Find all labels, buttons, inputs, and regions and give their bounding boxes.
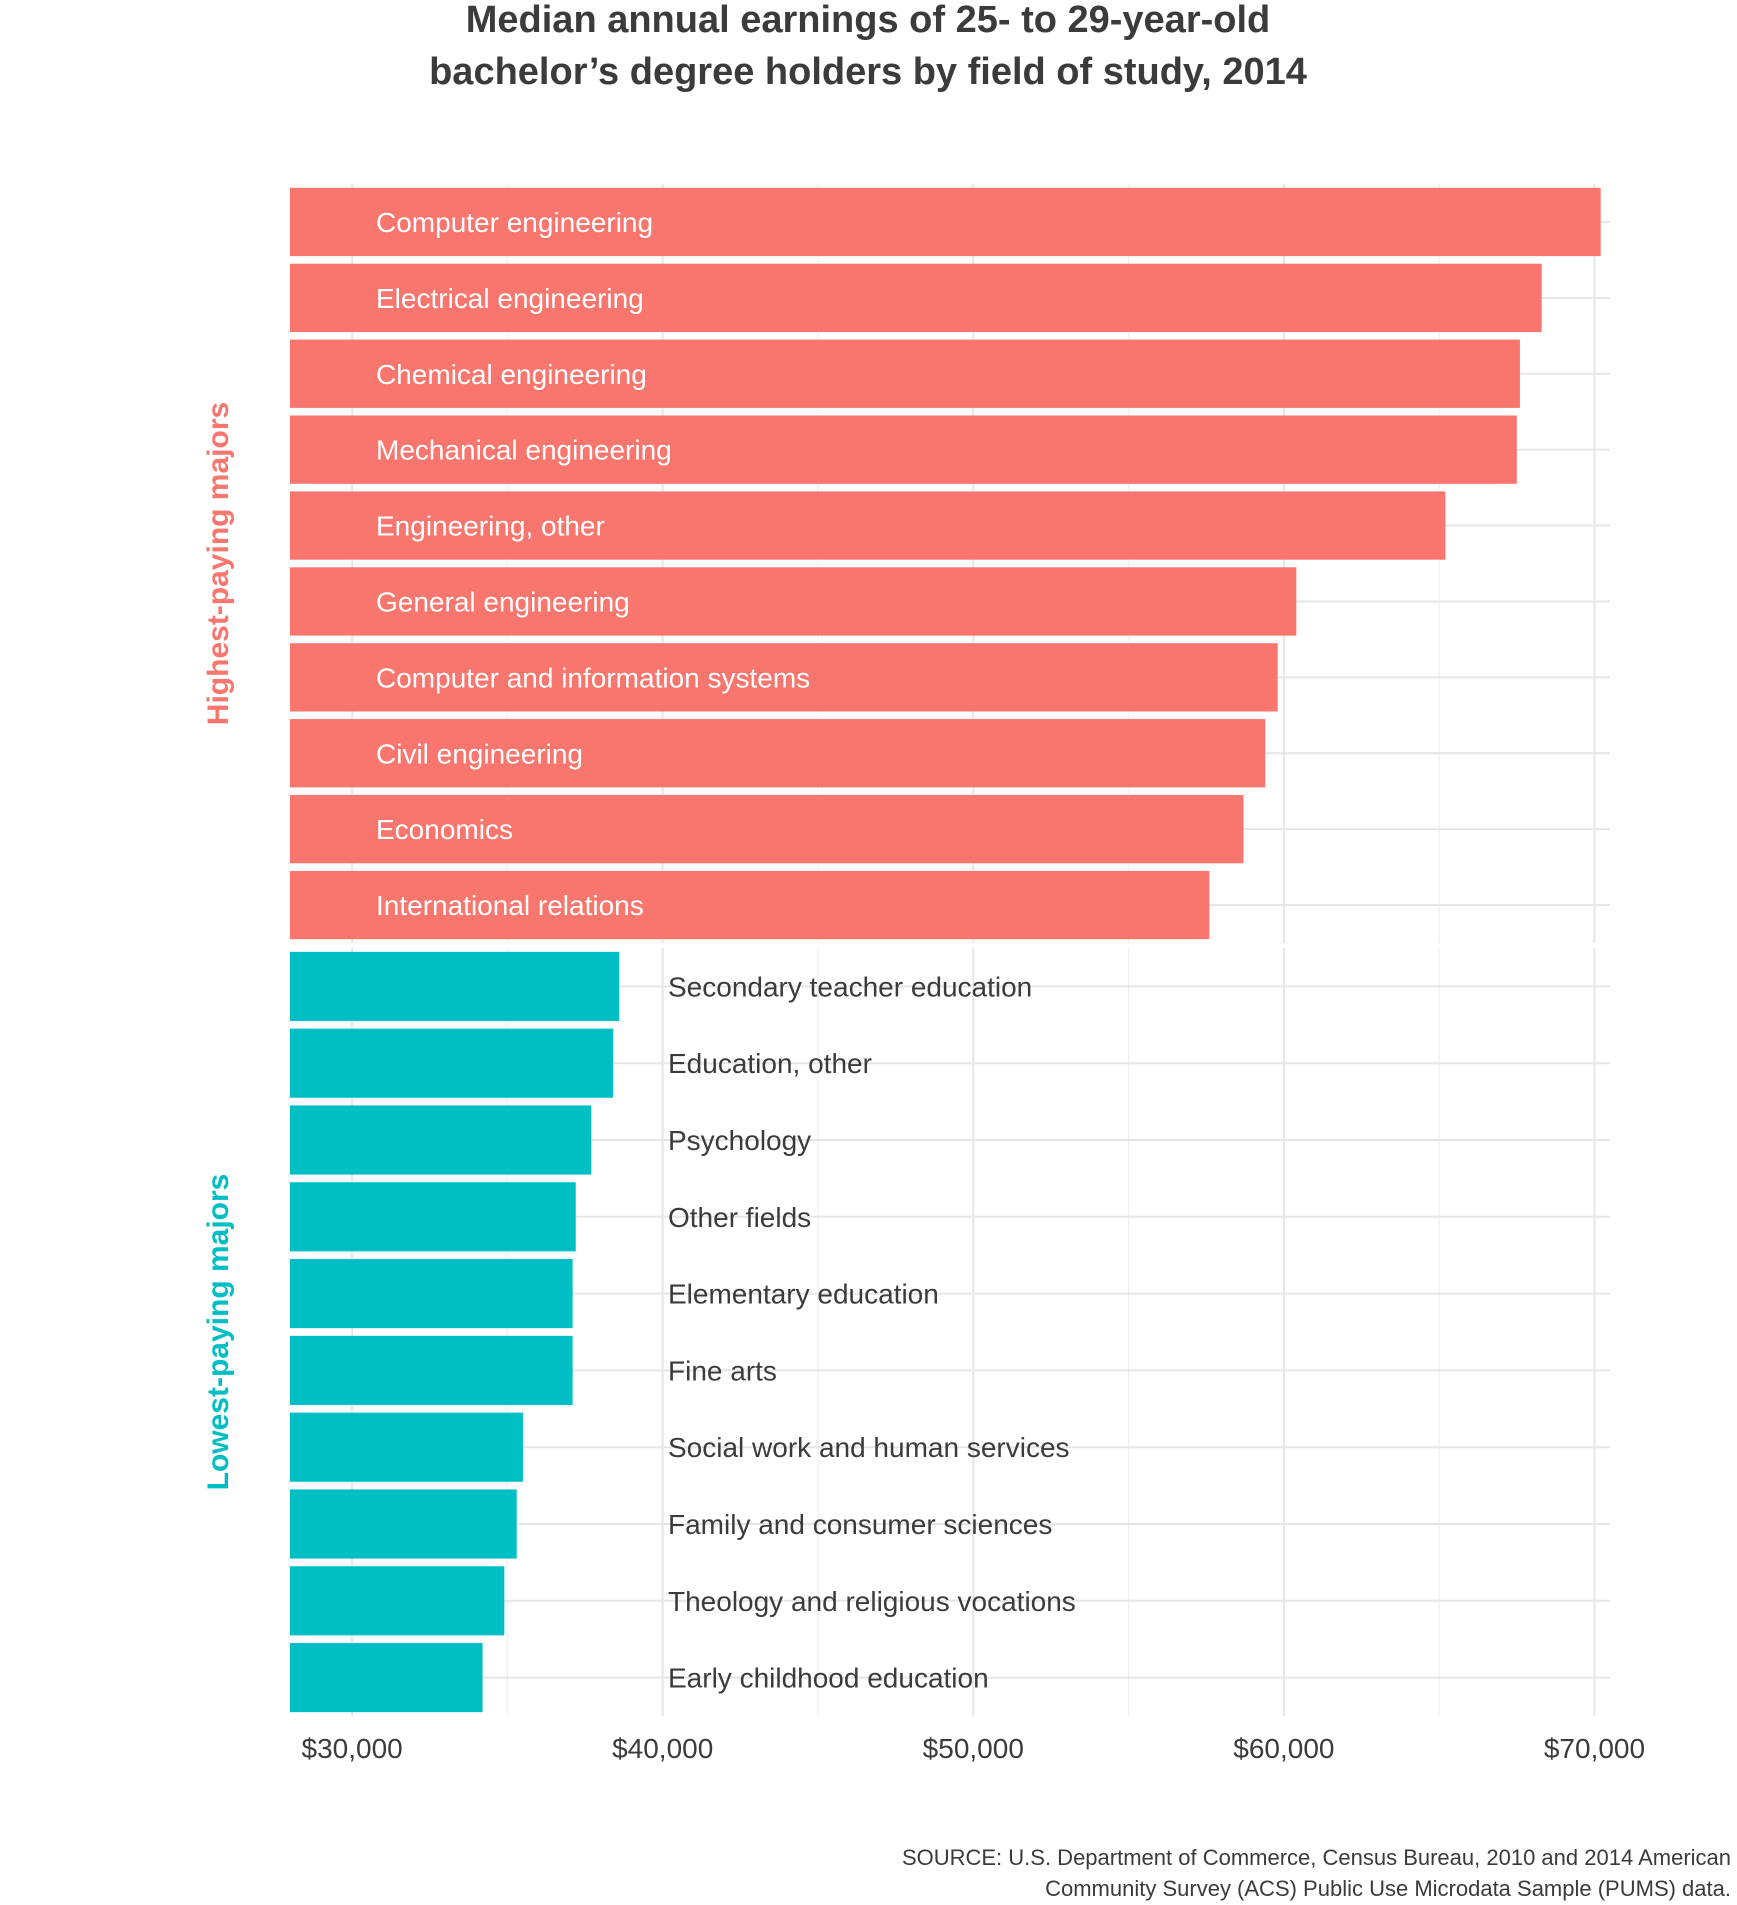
x-axis: $30,000 $40,000 $50,000 $60,000 $70,000	[302, 1733, 1646, 1764]
bar	[290, 870, 1210, 940]
bar	[290, 1643, 483, 1713]
bar-label: Elementary education	[668, 1279, 939, 1310]
bar-label: Computer engineering	[376, 207, 653, 238]
bar	[290, 187, 1601, 257]
grid	[290, 184, 1610, 1716]
bar-label: Family and consumer sciences	[668, 1509, 1052, 1540]
x-tick-label: $40,000	[612, 1733, 713, 1764]
source-line-2: Community Survey (ACS) Public Use Microd…	[1045, 1876, 1731, 1901]
bar	[290, 1566, 505, 1636]
x-tick-label: $70,000	[1544, 1733, 1645, 1764]
panel-title: Lowest-paying majors	[202, 1174, 235, 1491]
bar	[290, 719, 1266, 788]
bar-label: Engineering, other	[376, 511, 605, 542]
bar-label: Other fields	[668, 1202, 811, 1233]
bar	[290, 1105, 592, 1175]
bar-label: Civil engineering	[376, 738, 583, 769]
bar-label: Theology and religious vocations	[668, 1586, 1076, 1617]
source-note: SOURCE: U.S. Department of Commerce, Cen…	[902, 1845, 1731, 1901]
bar-label: Early childhood education	[668, 1663, 989, 1694]
chart-title: Median annual earnings of 25- to 29-year…	[429, 0, 1307, 93]
x-tick-label: $30,000	[302, 1733, 403, 1764]
bar	[290, 263, 1542, 333]
bar-label: Social work and human services	[668, 1432, 1070, 1463]
bar-label: Electrical engineering	[376, 283, 644, 314]
bar-label: Mechanical engineering	[376, 435, 672, 466]
bar	[290, 1412, 523, 1482]
bar-labels: Computer engineering Electrical engineeri…	[376, 207, 1076, 1694]
bar	[290, 643, 1278, 712]
bar-label: Fine arts	[668, 1355, 777, 1386]
bar	[290, 1489, 517, 1559]
bar	[290, 794, 1244, 864]
bar-label: Secondary teacher education	[668, 971, 1032, 1002]
bars	[290, 187, 1601, 1713]
bar-label: Economics	[376, 814, 513, 845]
bar	[290, 1028, 614, 1098]
chart-title-line-2: bachelor’s degree holders by field of st…	[429, 51, 1307, 93]
bar-label: International relations	[376, 890, 644, 921]
bar-label: Chemical engineering	[376, 359, 647, 390]
x-tick-label: $60,000	[1233, 1733, 1334, 1764]
bar	[290, 1182, 576, 1252]
panel-title: Highest-paying majors	[202, 402, 235, 725]
bar-label: Education, other	[668, 1048, 872, 1079]
bar-label: Computer and information systems	[376, 662, 810, 693]
chart-title-line-1: Median annual earnings of 25- to 29-year…	[466, 0, 1271, 41]
source-line-1: SOURCE: U.S. Department of Commerce, Cen…	[902, 1845, 1731, 1870]
bar-label: General engineering	[376, 586, 630, 617]
bar	[290, 1335, 573, 1405]
bar	[290, 951, 620, 1021]
bar	[290, 567, 1297, 636]
bar	[290, 339, 1520, 408]
panel-titles: Highest-paying majors Lowest-paying major…	[202, 402, 235, 1491]
bar	[290, 415, 1517, 484]
bar	[290, 491, 1446, 560]
bar	[290, 1259, 573, 1329]
bar-label: Psychology	[668, 1125, 811, 1156]
x-tick-label: $50,000	[923, 1733, 1024, 1764]
